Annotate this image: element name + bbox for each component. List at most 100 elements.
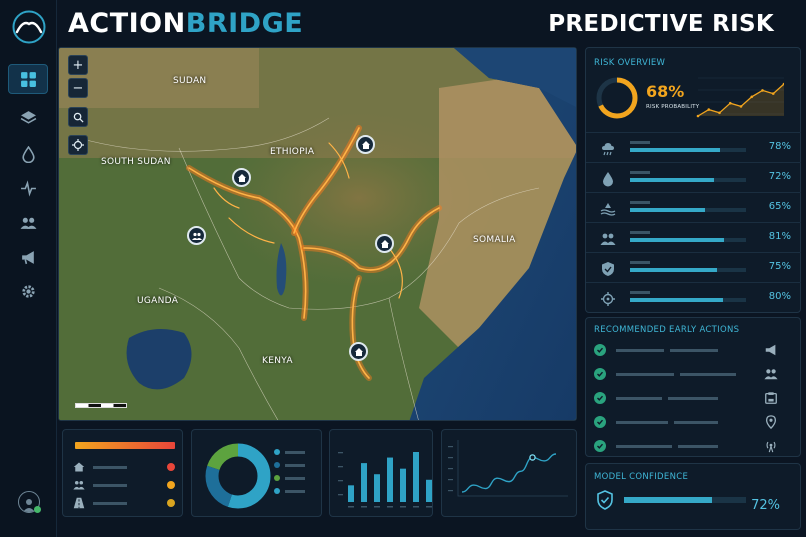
map-pin-settlement[interactable] (375, 234, 394, 253)
risk-row-label (630, 141, 650, 144)
line-highlight-point[interactable] (529, 454, 536, 461)
bar (387, 457, 393, 502)
axis-tick (448, 490, 453, 492)
crosshair-icon (72, 139, 84, 151)
nav-activity[interactable] (8, 173, 48, 203)
spark-point (707, 108, 711, 111)
legend-label (93, 502, 127, 505)
nav-layers[interactable] (8, 102, 48, 132)
early-action-row[interactable] (586, 338, 801, 362)
risk-row-fill (630, 178, 714, 182)
confidence-fill (624, 497, 712, 503)
axis-tick (448, 446, 453, 448)
map-label-sudan: SUDAN (173, 76, 207, 86)
axis-tick (338, 452, 343, 454)
risk-row-track (630, 178, 746, 182)
risk-probability-value: 68% (646, 82, 685, 101)
bar (348, 485, 354, 502)
risk-indicator-row[interactable]: 81% (586, 222, 801, 253)
action-text-line (680, 373, 736, 376)
risk-row-label (630, 261, 650, 264)
spark-point (771, 92, 775, 95)
legend-row (63, 494, 183, 512)
map-label-uganda: UGANDA (137, 296, 179, 306)
map-scale-bar (75, 403, 127, 408)
donut-legend-label (285, 464, 305, 467)
user-icon (23, 499, 35, 512)
distribution-donut-chart (205, 443, 271, 509)
early-actions-panel: RECOMMENDED EARLY ACTIONS (585, 317, 801, 457)
bar-tick (361, 506, 367, 508)
users-icon (73, 480, 85, 490)
map-search-button[interactable] (68, 107, 88, 127)
bar-tick (387, 506, 393, 508)
risk-indicator-row[interactable]: 78% (586, 132, 801, 163)
early-action-row[interactable] (586, 434, 801, 458)
map-terrain (59, 48, 576, 420)
check-icon (594, 392, 606, 404)
risk-row-label (630, 201, 650, 204)
confidence-track (624, 497, 746, 503)
bar-tick (413, 506, 419, 508)
brand-wordmark: ACTIONBRIDGE (68, 8, 303, 39)
spark-point (718, 111, 721, 115)
map-pin-settlement[interactable] (232, 168, 251, 187)
donut-legend-label (285, 451, 305, 454)
risk-map[interactable]: + − SUDAN SOUTH SUDAN ETHIOPIA SOMALIA U… (58, 47, 577, 421)
spark-point (761, 89, 764, 92)
nav-water[interactable] (8, 139, 48, 169)
map-label-south-sudan: SOUTH SUDAN (101, 157, 171, 167)
zoom-out-button[interactable]: − (68, 78, 88, 98)
nav-dashboard[interactable] (8, 64, 48, 94)
nav-settings[interactable] (8, 276, 48, 306)
early-actions-title: RECOMMENDED EARLY ACTIONS (594, 325, 740, 335)
risk-probability-gauge (596, 77, 638, 119)
brand-part-2: BRIDGE (185, 8, 304, 39)
early-action-row[interactable] (586, 410, 801, 434)
risk-row-value: 65% (768, 201, 791, 212)
risk-indicator-row[interactable]: 65% (586, 192, 801, 223)
donut-slice (205, 443, 271, 509)
action-text-line (616, 445, 672, 448)
map-pin-settlement[interactable] (349, 342, 368, 361)
check-icon (594, 416, 606, 428)
action-text-line (616, 397, 662, 400)
map-pin-settlement[interactable] (356, 135, 375, 154)
risk-row-value: 81% (768, 231, 791, 242)
line-chart-panel (441, 429, 577, 517)
early-action-row[interactable] (586, 386, 801, 410)
early-action-row[interactable] (586, 362, 801, 386)
layers-icon (20, 110, 36, 124)
road-icon (73, 497, 85, 509)
risk-indicator-row[interactable]: 80% (586, 282, 801, 313)
bar (413, 452, 419, 502)
nav-people[interactable] (8, 208, 48, 238)
check-icon (594, 440, 606, 452)
bar-chart-panel (329, 429, 433, 517)
donut-panel (191, 429, 322, 517)
map-pin-population[interactable] (187, 226, 206, 245)
risk-row-track (630, 298, 746, 302)
donut-legend-label (285, 477, 305, 480)
megaphone-icon (21, 250, 34, 264)
risk-probability-label: RISK PROBABILITY (646, 104, 700, 110)
donut-slice (205, 443, 271, 509)
risk-row-fill (630, 148, 721, 152)
risk-indicator-row[interactable]: 72% (586, 162, 801, 193)
risk-gradient-legend (75, 442, 175, 449)
map-locate-button[interactable] (68, 135, 88, 155)
bar (361, 463, 367, 502)
donut-legend-item (272, 448, 312, 456)
check-icon (594, 368, 606, 380)
zoom-in-button[interactable]: + (68, 55, 88, 75)
location-pin-icon (765, 415, 777, 429)
risk-row-value: 75% (768, 261, 791, 272)
nav-alerts[interactable] (8, 242, 48, 272)
page-title: PREDICTIVE RISK (548, 11, 774, 37)
bar (426, 479, 432, 502)
model-confidence-title: MODEL CONFIDENCE (594, 472, 689, 482)
risk-indicator-row[interactable]: 75% (586, 252, 801, 283)
donut-legend-item (272, 461, 312, 469)
user-avatar[interactable] (18, 491, 40, 513)
axis-tick (448, 457, 453, 459)
